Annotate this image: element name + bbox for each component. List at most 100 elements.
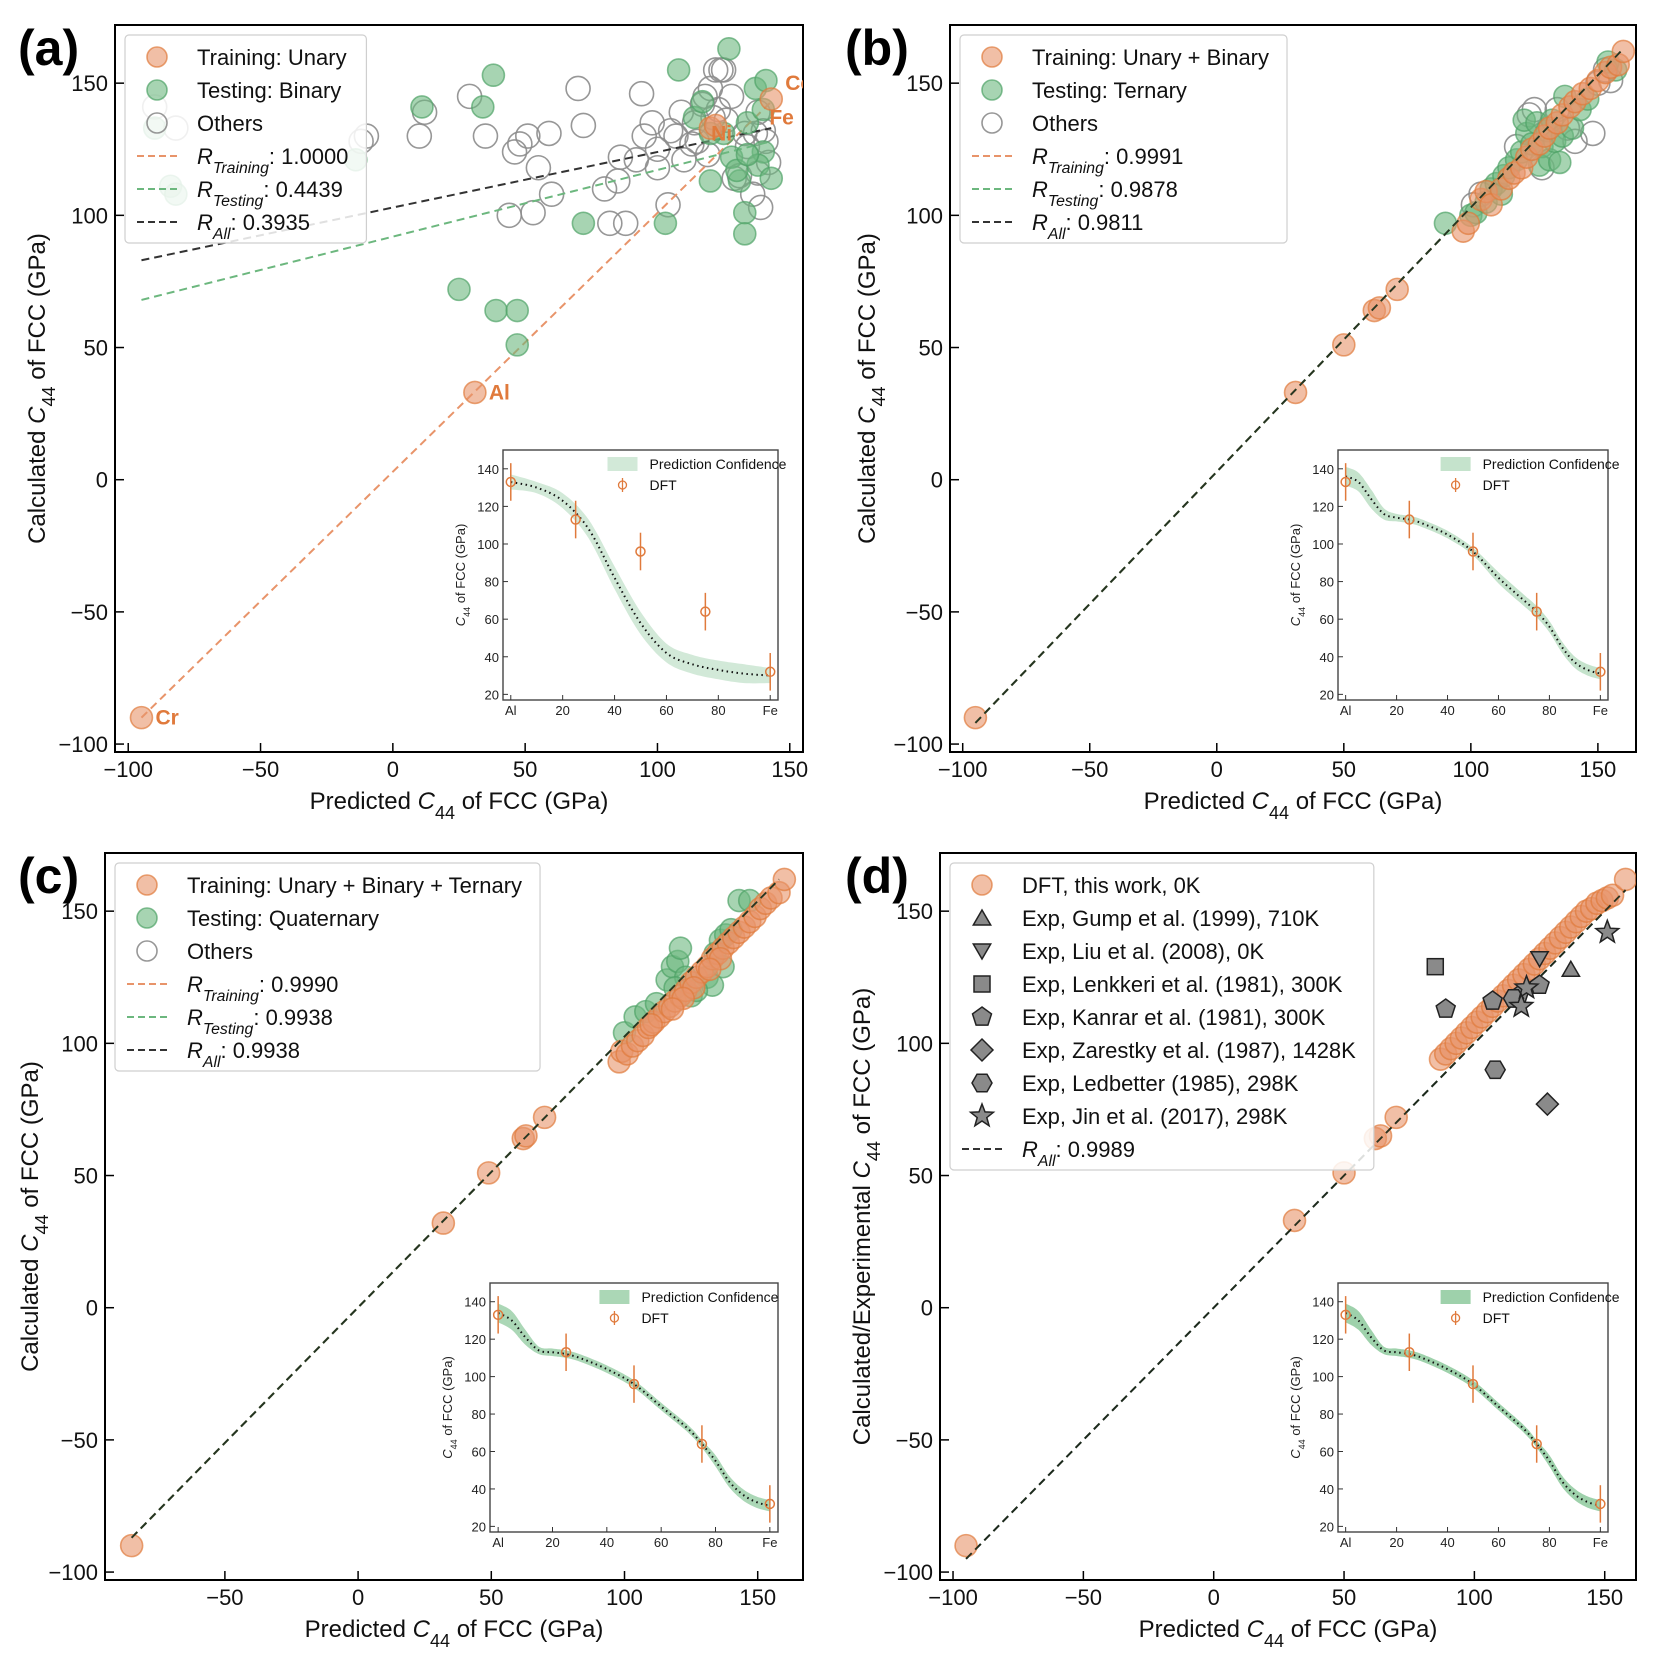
legend-label: Others <box>197 111 263 136</box>
dft-point <box>628 1378 640 1390</box>
legend-label: DFT, this work, 0K <box>1022 873 1201 898</box>
inset-y-tick-label: 100 <box>1312 1370 1334 1385</box>
x-tick-label: 50 <box>513 757 537 782</box>
x-tick-label: 0 <box>352 1585 364 1610</box>
x-tick-label: 150 <box>1586 1585 1623 1610</box>
dft-point <box>1595 666 1606 678</box>
inset-x-tick-label: 60 <box>659 703 673 718</box>
training-point <box>476 1161 501 1185</box>
panel-label: (c) <box>18 848 79 904</box>
exp-point-square <box>1426 957 1445 976</box>
inset-plot: Al 20 40 60 80 Fe 20 40 60 80 100 120 140 C44 of FCC … <box>1288 449 1620 718</box>
legend-r-value: : 0.9938 <box>220 1038 300 1063</box>
others-point <box>718 83 745 110</box>
legend-marker-testing <box>981 79 1003 101</box>
training-point <box>772 867 797 892</box>
dft-point <box>764 666 776 678</box>
inset-y-tick-label: 80 <box>485 575 499 590</box>
legend-marker-square <box>973 975 991 993</box>
legend-r-symbol: R <box>1032 210 1048 235</box>
inset-x-tick-label: Fe <box>763 703 778 718</box>
others-point <box>702 57 729 83</box>
y-tick-label: 150 <box>896 899 933 924</box>
inset-legend-band-label: Prediction Confidence <box>650 456 787 472</box>
testing-point <box>481 63 506 88</box>
y-tick-label: 100 <box>906 203 943 228</box>
testing-point <box>732 222 757 246</box>
legend-item: RTesting: 0.9878 <box>972 177 1178 210</box>
plot-area <box>119 867 797 1558</box>
inset-y-axis-label: C44 of FCC (GPa) <box>1288 1356 1307 1459</box>
training-point <box>1600 883 1625 908</box>
dft-point <box>1467 1378 1479 1390</box>
y-tick-label: −100 <box>48 1560 98 1585</box>
others-point <box>671 147 697 173</box>
legend-label: Exp, Ledbetter (1985), 298K <box>1022 1071 1299 1096</box>
inset-y-tick-label: 60 <box>485 612 499 627</box>
legend-label: RAll: 0.3935 <box>197 210 310 243</box>
others-point <box>514 123 541 149</box>
y-axis-label: Calculated C44 of FCC (GPa) <box>24 233 59 544</box>
legend-item: Exp, Zarestky et al. (1987), 1428K <box>969 1037 1356 1063</box>
y-tick-label: −50 <box>61 1428 98 1453</box>
x-tick-label: 0 <box>387 757 399 782</box>
legend: DFT, this work, 0K Exp, Gump et al. (1999… <box>949 862 1375 1171</box>
x-tick-label: −100 <box>938 757 988 782</box>
plot-area <box>963 39 1636 730</box>
panel-label: (d) <box>845 848 909 904</box>
inset-y-tick-label: 60 <box>1320 612 1334 627</box>
legend-label: Testing: Quaternary <box>187 906 379 931</box>
training-point <box>703 113 728 138</box>
legend-label: Training: Unary <box>197 45 347 70</box>
legend-dft-marker <box>617 480 628 490</box>
dft-point <box>560 1347 572 1358</box>
legend-item: Training: Unary + Binary + Ternary <box>136 873 522 898</box>
x-tick-label: 150 <box>739 1585 776 1610</box>
fit-line-training <box>140 100 772 719</box>
training-point <box>1367 296 1392 320</box>
panel-label: (a) <box>18 20 79 76</box>
inset-x-tick-label: Al <box>1340 703 1352 718</box>
testing-point <box>735 142 760 167</box>
legend-r-symbol: R <box>187 972 203 997</box>
dft-point <box>570 514 581 525</box>
x-tick-label: 100 <box>606 1585 643 1610</box>
legend-band-swatch <box>607 457 638 471</box>
legend-label: Exp, Liu et al. (2008), 0K <box>1022 939 1264 964</box>
y-tick-label: 100 <box>896 1031 933 1056</box>
legend-band-swatch <box>1440 457 1471 471</box>
inset-y-tick-label: 100 <box>477 537 499 552</box>
panel-a: (a) −100 −50 0 50 100 150 −100 −50 0 50 100 150 Predi… <box>18 20 813 823</box>
legend-r-subscript: Training <box>203 988 259 1005</box>
x-tick-label: −50 <box>206 1585 243 1610</box>
inset-frame <box>1337 1282 1609 1533</box>
legend-item: Exp, Lenkkeri et al. (1981), 300K <box>973 972 1343 997</box>
legend-r-subscript: All <box>1037 1153 1056 1170</box>
training-point <box>1385 277 1409 302</box>
training-point <box>1456 211 1481 236</box>
testing-point <box>447 277 471 302</box>
y-tick-label: 0 <box>86 1296 98 1321</box>
others-point <box>565 75 591 102</box>
legend-label: RAll: 0.9938 <box>187 1038 300 1071</box>
inset-legend-band-label: Prediction Confidence <box>1483 456 1620 472</box>
dft-point <box>700 606 711 617</box>
fit-line-overlay <box>130 878 780 1539</box>
legend-r-symbol: R <box>1032 144 1048 169</box>
legend-r-value: : 0.9991 <box>1104 144 1184 169</box>
inset-x-tick-label: 80 <box>708 1535 722 1550</box>
legend-item: Exp, Kanrar et al. (1981), 300K <box>971 1005 1326 1030</box>
element-annotation: Co <box>785 72 813 95</box>
legend-r-symbol: R <box>187 1038 203 1063</box>
legend-r-symbol: R <box>1022 1137 1038 1162</box>
inset-y-tick-label: 20 <box>1320 1519 1334 1534</box>
legend-item: Testing: Binary <box>146 78 341 103</box>
testing-point <box>717 36 741 61</box>
legend-item: RAll: 0.9989 <box>962 1137 1135 1170</box>
others-point <box>507 131 533 157</box>
legend-marker-hexagon <box>971 1073 993 1093</box>
y-tick-label: 150 <box>906 71 943 96</box>
inset-y-tick-label: 140 <box>1312 1295 1334 1310</box>
